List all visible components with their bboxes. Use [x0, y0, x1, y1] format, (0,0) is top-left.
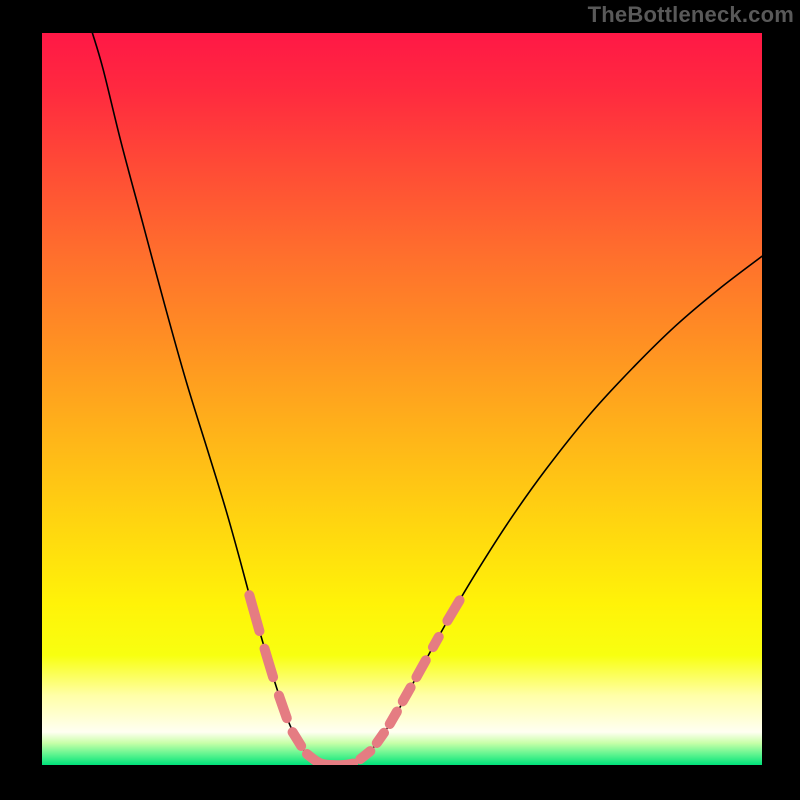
attribution-label: TheBottleneck.com: [588, 2, 794, 28]
marker-segment: [433, 637, 439, 647]
plot-gradient: [42, 33, 762, 765]
marker-segment: [390, 712, 397, 724]
chart-svg: [0, 0, 800, 800]
chart-root: TheBottleneck.com: [0, 0, 800, 800]
marker-segment: [360, 751, 370, 759]
marker-segment: [403, 687, 411, 701]
marker-segment: [377, 733, 384, 743]
